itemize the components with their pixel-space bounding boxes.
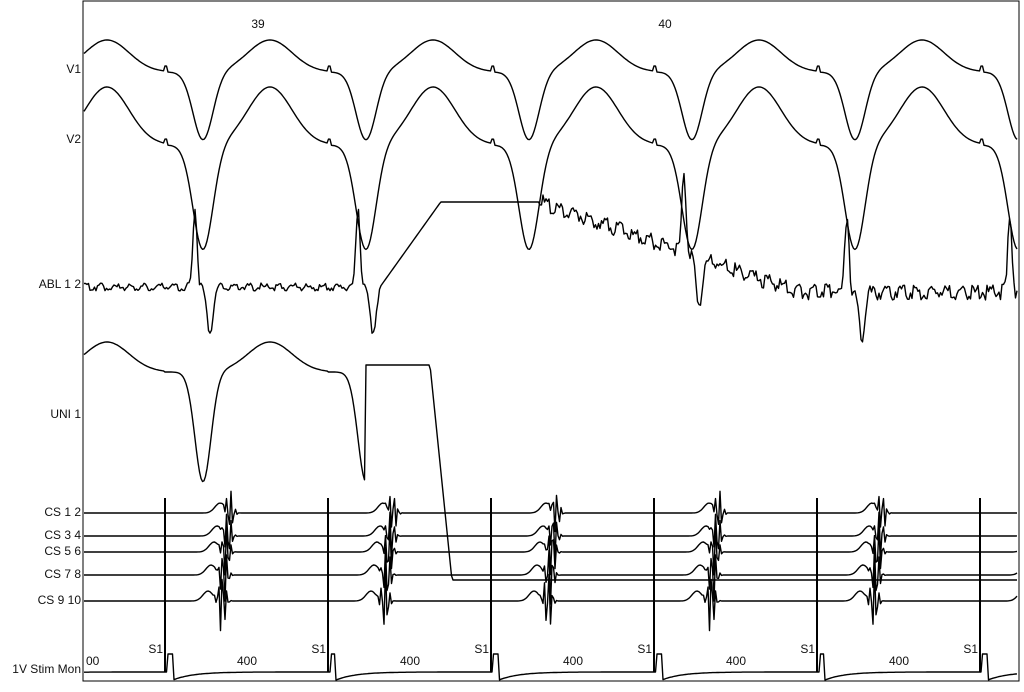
channel-label: CS 5 6 <box>44 544 81 558</box>
trace-stim <box>84 653 1018 681</box>
trace-cs <box>84 490 1017 533</box>
trace-v1 <box>83 39 1018 141</box>
channel-label: ABL 1 2 <box>39 277 82 291</box>
trace-v2 <box>83 86 1018 251</box>
channel-label: CS 7 8 <box>44 567 81 581</box>
channel-label: 1V Stim Mon <box>12 662 81 676</box>
beat-number: 40 <box>658 17 672 31</box>
stim-marker: S1 <box>474 642 489 656</box>
channel-label: V2 <box>66 132 81 146</box>
stim-marker: S1 <box>148 642 163 656</box>
channel-label: CS 3 4 <box>44 528 81 542</box>
channel-label: CS 9 10 <box>38 593 82 607</box>
stim-marker: S1 <box>637 642 652 656</box>
trace-abl <box>83 172 1018 343</box>
interval-label: 400 <box>400 654 420 668</box>
beat-number: 39 <box>251 17 265 31</box>
trace-cs <box>84 525 1018 576</box>
interval-label: 400 <box>726 654 746 668</box>
trace-frame <box>82 0 1020 682</box>
interval-label: 400 <box>237 654 257 668</box>
stim-marker: S1 <box>963 642 978 656</box>
trace-cs <box>84 511 1018 560</box>
channel-label: UNI 1 <box>50 407 81 421</box>
channel-label: V1 <box>66 62 81 76</box>
channel-label: CS 1 2 <box>44 505 81 519</box>
stim-marker: S1 <box>311 642 326 656</box>
interval-label: 400 <box>889 654 909 668</box>
interval-label: 400 <box>563 654 583 668</box>
stim-marker: S1 <box>800 642 815 656</box>
interval-label: 00 <box>86 654 100 668</box>
trace-cs <box>84 567 1018 632</box>
